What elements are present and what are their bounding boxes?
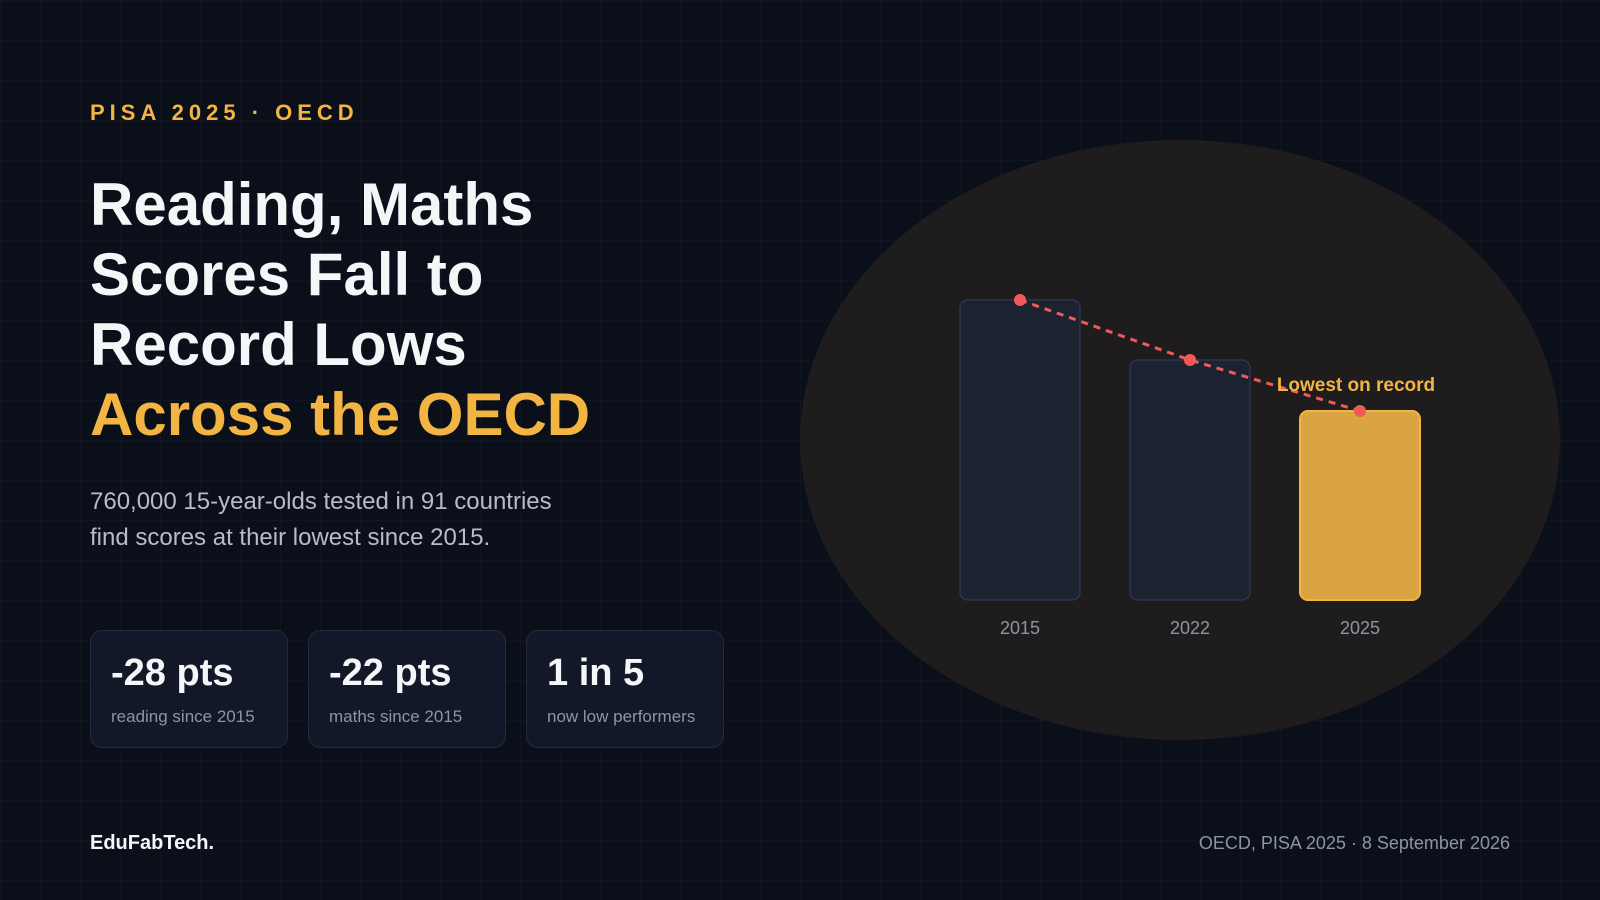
stat-value: -28 pts [111,652,234,694]
stat-label: maths since 2015 [329,707,463,726]
subtitle-line: find scores at their lowest since 2015. [90,524,491,551]
headline-line: Scores Fall to [90,241,484,308]
bar-2025 [1299,410,1421,601]
stat-card-maths: -22 pts maths since 2015 [308,630,506,748]
trend-point [1014,294,1026,306]
stat-card-low-performers: 1 in 5 now low performers [526,630,724,748]
brand-logo: EduFabTech. [90,832,215,854]
subtitle: 760,000 15-year-olds tested in 91 countr… [90,484,650,556]
x-tick-label: 2022 [1170,618,1210,638]
trend-point [1354,405,1366,417]
annotation-label: Lowest on record [1277,375,1435,396]
stat-card-reading: -28 pts reading since 2015 [90,630,288,748]
bar-2022 [1129,359,1251,601]
kicker: PISA 2025 · OECD [90,100,359,125]
x-tick-label: 2025 [1340,618,1380,638]
stat-label: now low performers [547,707,696,726]
trend-point [1184,354,1196,366]
headline: Reading, Maths Scores Fall to Record Low… [90,170,590,450]
headline-line: Record Lows [90,311,467,378]
stat-cards: -28 pts reading since 2015 -22 pts maths… [90,630,724,748]
headline-accent: Across the OECD [90,381,591,448]
subtitle-line: 760,000 15-year-olds tested in 91 countr… [90,488,552,515]
headline-line: Reading, Maths [90,171,534,238]
stat-value: -22 pts [329,652,452,694]
stat-value: 1 in 5 [547,652,645,694]
stat-label: reading since 2015 [111,707,255,726]
x-tick-label: 2015 [1000,618,1040,638]
score-bar-chart: 2015 2022 2025 Lowest on record [959,294,1435,638]
source-credit: OECD, PISA 2025 · 8 September 2026 [1198,833,1510,853]
bar-2015 [959,299,1081,601]
